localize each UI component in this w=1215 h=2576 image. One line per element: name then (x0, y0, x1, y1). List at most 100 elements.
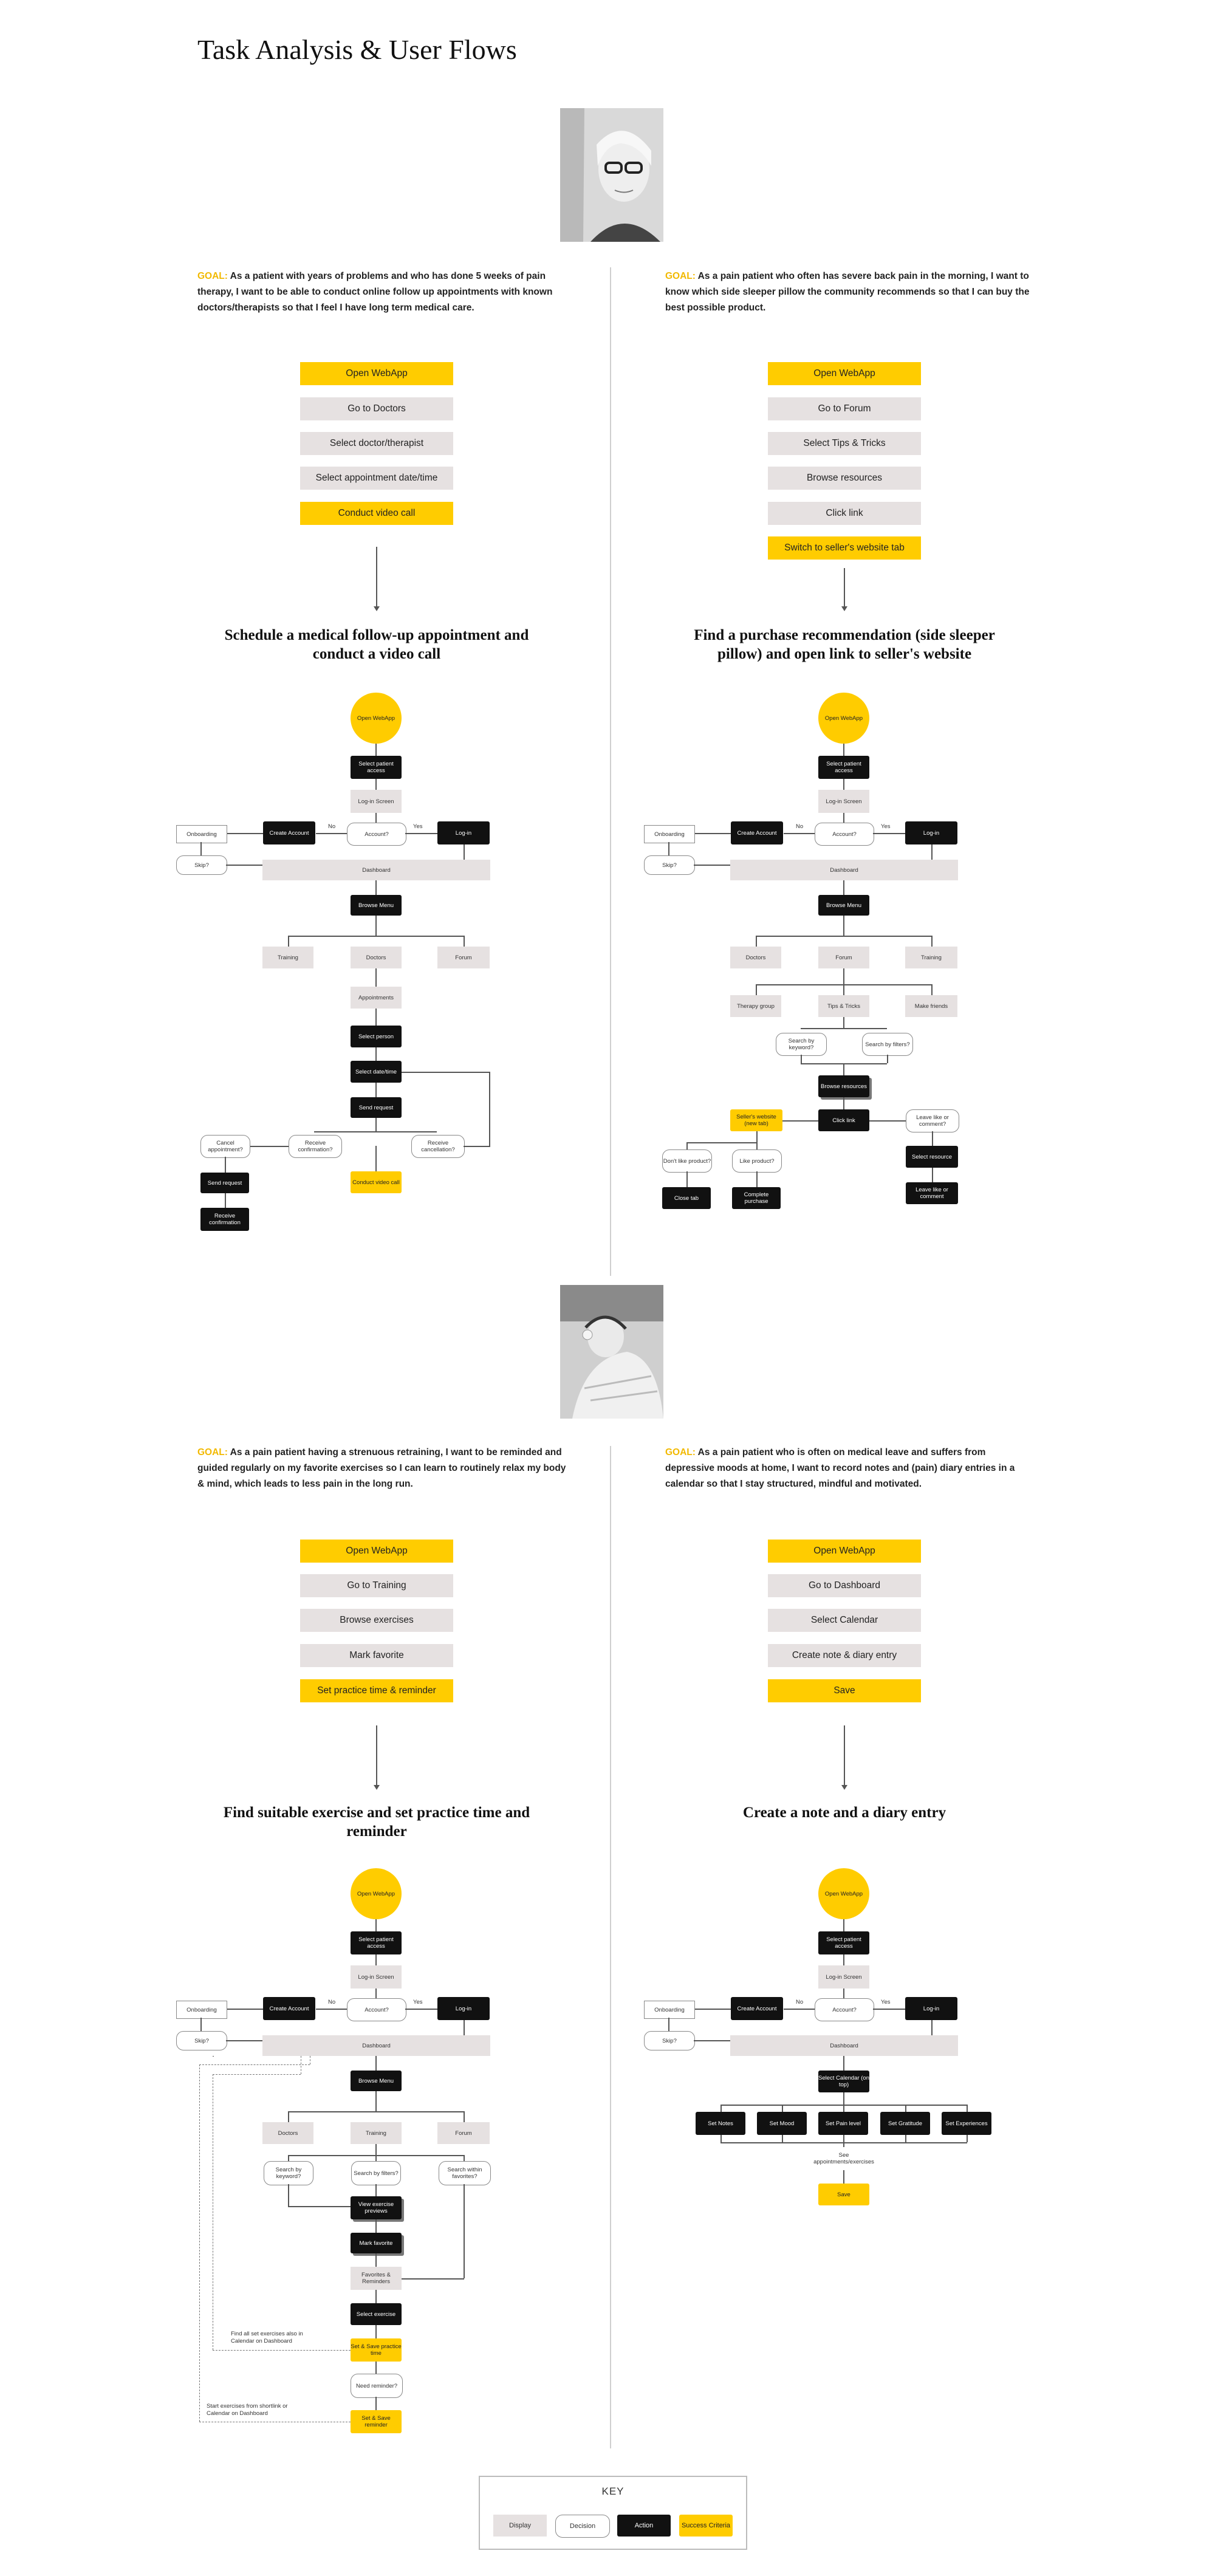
task-step-2-3: Select Tips & Tricks (768, 432, 921, 455)
d4-select-access: Select patient access (818, 1931, 869, 1954)
d2-dont-like: Don't like product? (662, 1149, 712, 1173)
task-step-4-3: Select Calendar (768, 1609, 921, 1632)
task-step-3-2: Go to Training (300, 1574, 453, 1597)
d1-training: Training (262, 947, 313, 968)
connector-arrow (844, 568, 845, 608)
d2-onboarding: Onboarding (644, 825, 695, 843)
d2-log-in: Log-in (905, 821, 957, 844)
d1-send-request-cancel: Send request (200, 1173, 249, 1193)
goal-text-4: GOAL: As a pain patient who is often on … (665, 1447, 1015, 1489)
d2-search-keyword: Search by keyword? (776, 1033, 827, 1056)
legend-action: Action (617, 2515, 671, 2537)
d3-view-previews: View exercise previews (351, 2196, 402, 2219)
d1-create-account: Create Account (263, 821, 315, 844)
d1-account-decision: Account? (347, 823, 406, 846)
arrow-head (841, 1785, 847, 1790)
d3-account-decision: Account? (347, 1998, 406, 2021)
d3-no-label: No (328, 1999, 336, 2006)
d2-like-product: Like product? (732, 1149, 782, 1173)
d2-select-access: Select patient access (818, 756, 869, 779)
d2-create-account: Create Account (731, 821, 783, 844)
d3-note-calendar: Find all set exercises also in Calendar … (231, 2331, 303, 2345)
task-step-2-4: Browse resources (768, 467, 921, 490)
task-step-1-1: Open WebApp (300, 362, 453, 385)
d3-search-keyword: Search by keyword? (264, 2161, 313, 2185)
d1-cancel-appointment: Cancel appointment? (200, 1135, 250, 1158)
d1-yes-label: Yes (413, 823, 423, 830)
goal-text-1: GOAL: As a patient with years of problem… (197, 271, 553, 313)
arrow-head (374, 606, 380, 611)
legend-key: KEY Display Decision Action Success Crit… (479, 2476, 747, 2550)
d4-set-mood: Set Mood (757, 2112, 807, 2135)
task-step-3-1: Open WebApp (300, 1540, 453, 1563)
d3-yes-label: Yes (413, 1999, 423, 2006)
task-step-2-5: Click link (768, 502, 921, 525)
d2-account-decision: Account? (815, 823, 874, 846)
persona-photo-1 (560, 108, 663, 242)
task-step-3-4: Mark favorite (300, 1644, 453, 1667)
d3-browse-menu: Browse Menu (351, 2071, 402, 2091)
d2-click-link: Click link (818, 1109, 869, 1131)
d4-open-webapp: Open WebApp (818, 1868, 869, 1919)
task-step-3-5: Set practice time & reminder (300, 1679, 453, 1702)
d1-login-screen: Log-in Screen (351, 790, 402, 813)
d1-doctors: Doctors (351, 947, 402, 968)
d2-close-tab: Close tab (662, 1187, 711, 1209)
d2-no-label: No (796, 823, 804, 830)
d4-login-screen: Log-in Screen (818, 1965, 869, 1989)
d4-no-label: No (796, 1999, 804, 2006)
d4-set-notes: Set Notes (696, 2112, 745, 2135)
goal-text-2: GOAL: As a pain patient who often has se… (665, 271, 1030, 313)
d3-open-webapp: Open WebApp (351, 1868, 402, 1919)
d4-yes-label: Yes (881, 1999, 891, 2006)
d1-no-label: No (328, 823, 336, 830)
task-step-4-2: Go to Dashboard (768, 1574, 921, 1597)
d3-forum: Forum (437, 2122, 490, 2144)
column-divider-top (610, 267, 611, 1276)
goal-text-3: GOAL: As a pain patient having a strenuo… (197, 1447, 566, 1489)
d3-select-access: Select patient access (351, 1931, 402, 1954)
column-divider-bottom (610, 1446, 611, 2448)
task-step-1-5: Conduct video call (300, 502, 453, 525)
d2-leave-like-decision: Leave like or comment? (906, 1109, 959, 1132)
page-title: Task Analysis & User Flows (197, 34, 517, 65)
d1-send-request: Send request (351, 1097, 402, 1118)
d2-doctors: Doctors (730, 947, 781, 968)
d2-sellers-website: Seller's website (new tab) (730, 1109, 782, 1131)
d1-select-access: Select patient access (351, 756, 402, 779)
d2-open-webapp: Open WebApp (818, 693, 869, 744)
d3-create-account: Create Account (263, 1997, 315, 2020)
persona-photo-2 (560, 1285, 663, 1419)
d3-search-filters: Search by filters? (351, 2161, 401, 2185)
connector-arrow (376, 1725, 377, 1786)
flow-title-2: Find a purchase recommendation (side sle… (694, 627, 995, 662)
d3-training: Training (351, 2122, 402, 2144)
task-step-4-5: Save (768, 1679, 921, 1702)
d3-favorites-reminders: Favorites & Reminders (351, 2267, 402, 2290)
legend-decision: Decision (555, 2515, 610, 2538)
d2-make-friends: Make friends (905, 995, 957, 1017)
legend-success: Success Criteria (679, 2515, 733, 2537)
d1-dashboard: Dashboard (262, 860, 490, 880)
d1-forum: Forum (437, 947, 490, 968)
task-step-1-4: Select appointment date/time (300, 467, 453, 490)
d1-conduct-video-call: Conduct video call (351, 1171, 402, 1193)
d2-skip: Skip? (644, 855, 695, 875)
d3-skip: Skip? (176, 2031, 227, 2050)
d2-forum: Forum (818, 947, 869, 968)
d4-set-pain: Set Pain level (818, 2112, 868, 2135)
d3-mark-favorite: Mark favorite (351, 2233, 402, 2253)
d4-see-appointments: See appointments/exercises (813, 2147, 874, 2170)
d3-search-favorites: Search within favorites? (439, 2161, 491, 2185)
d4-save: Save (818, 2184, 869, 2205)
d4-account-decision: Account? (815, 1998, 874, 2021)
d1-receive-cancellation: Receive cancellation? (411, 1135, 465, 1158)
d1-onboarding: Onboarding (176, 825, 227, 843)
d4-set-experiences: Set Experiences (942, 2112, 991, 2135)
d3-onboarding: Onboarding (176, 2001, 227, 2019)
task-step-1-2: Go to Doctors (300, 397, 453, 420)
task-step-2-2: Go to Forum (768, 397, 921, 420)
flow-title-4: Create a note and a diary entry (742, 1804, 946, 1821)
d4-create-account: Create Account (731, 1997, 783, 2020)
d1-receive-confirmation-final: Receive confirmation (200, 1208, 249, 1231)
